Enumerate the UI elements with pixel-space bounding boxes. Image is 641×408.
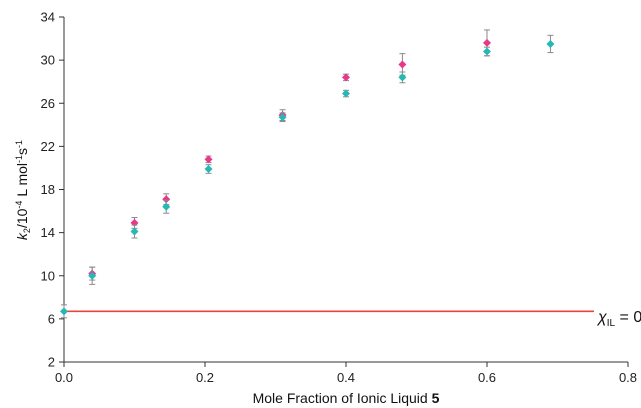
data-point — [204, 155, 213, 164]
y-tick-label: 10 — [41, 268, 55, 283]
y-tick-label: 6 — [48, 311, 55, 326]
reference-line-label: χIL = 0 — [596, 309, 641, 329]
x-tick-label: 0.8 — [619, 370, 637, 385]
data-point — [342, 73, 350, 82]
series-2 — [60, 34, 555, 319]
x-tick-label: 0.6 — [478, 370, 496, 385]
data-point — [88, 271, 97, 280]
data-point — [162, 195, 171, 204]
data-point — [546, 39, 555, 48]
y-tick-label: 14 — [41, 225, 55, 240]
data-point — [130, 227, 139, 236]
data-point — [60, 307, 68, 316]
data-point — [398, 73, 407, 82]
data-point — [483, 38, 491, 47]
series-1 — [88, 29, 491, 281]
y-axis-title: k2/10-4 L mol-1s-1 — [14, 140, 32, 240]
x-tick-label: 0.0 — [55, 370, 73, 385]
data-point — [204, 165, 213, 174]
y-tick-label: 18 — [41, 182, 55, 197]
data-point — [278, 113, 287, 122]
data-point — [398, 60, 407, 69]
y-tick-label: 26 — [41, 96, 55, 111]
data-point — [162, 202, 171, 211]
data-marks — [60, 29, 555, 319]
y-tick-label: 2 — [48, 355, 55, 370]
data-point — [483, 47, 491, 56]
x-tick-label: 0.4 — [337, 370, 355, 385]
x-axis-title: Mole Fraction of Ionic Liquid 5 — [253, 390, 440, 406]
x-tick-label: 0.2 — [196, 370, 214, 385]
y-tick-label: 30 — [41, 53, 55, 68]
data-point — [342, 89, 350, 98]
axes — [63, 17, 628, 363]
y-tick-label: 34 — [41, 10, 55, 25]
y-tick-label: 22 — [41, 139, 55, 154]
